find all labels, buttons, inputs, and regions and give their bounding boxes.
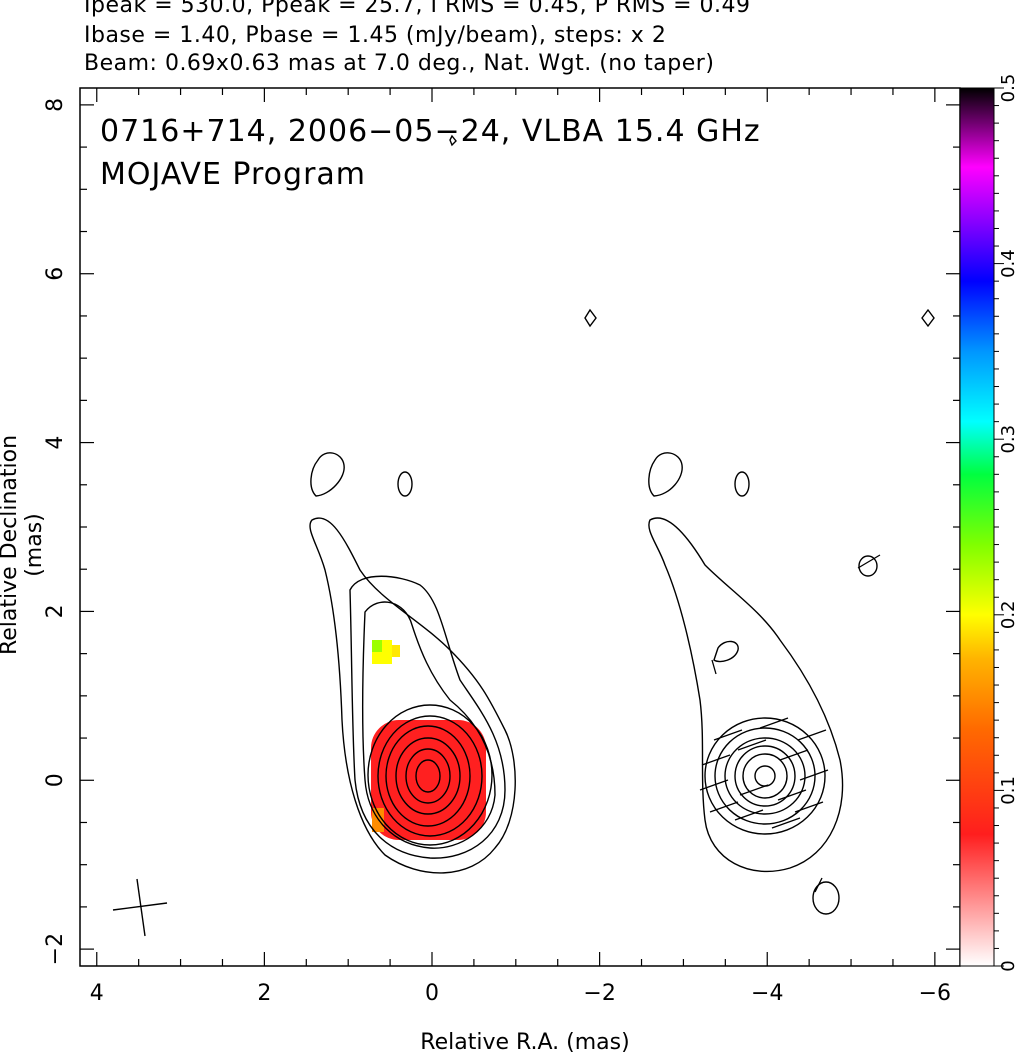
contour-7 [395, 737, 461, 815]
header-line-2: Ibase = 1.40, Pbase = 1.45 (mJy/beam), s… [84, 23, 667, 48]
x-tick-label: −6 [919, 981, 951, 1006]
x-axis-label: Relative R.A. (mas) [420, 1030, 630, 1055]
x-tick-label: −2 [583, 981, 615, 1006]
x-tick-label: 0 [425, 981, 439, 1006]
contour-outer-right [648, 517, 844, 873]
contour-blob-r7 [921, 308, 935, 328]
contour-6 [385, 725, 471, 827]
contour-4 [367, 704, 493, 846]
beam-cross [112, 878, 168, 937]
contour-r4 [724, 737, 806, 815]
y-tick-label: 0 [43, 773, 68, 787]
contour-r3 [714, 727, 816, 825]
colorbar-tick-label: 0.3 [998, 425, 1019, 454]
contour-r5 [734, 745, 796, 807]
evpa-vectors [699, 554, 881, 893]
contour-blob-r4 [858, 555, 878, 577]
core-polarization-pixels [371, 720, 486, 840]
jet-pixel-yellow-3 [392, 645, 400, 657]
y-axis-label: Relative Declination (mas) [0, 434, 47, 656]
contour-blob-r6 [584, 308, 597, 328]
contour-r2 [704, 717, 826, 835]
colorbar-tick-label: 0.2 [998, 600, 1019, 629]
contour-3 [362, 601, 496, 849]
y-axis-label-box: Relative Declination (mas) [0, 435, 47, 655]
contour-9 [415, 759, 441, 793]
contour-blob-r5 [812, 881, 840, 915]
left-panel-contours [309, 134, 516, 874]
jet-pixel-yellow-2 [372, 652, 392, 664]
contour-2 [349, 575, 506, 859]
y-tick-label: 4 [43, 436, 68, 450]
chart-title-line-2: MOJAVE Program [100, 157, 366, 192]
contour-blob-r1 [648, 452, 683, 497]
colorbar-tick-label: 0.5 [998, 74, 1019, 103]
contour-blob-1 [310, 452, 345, 497]
header-line-1: Ipeak = 530.0, Ppeak = 25.7, I RMS = 0.4… [84, 0, 751, 18]
contour-blob-r3 [713, 640, 739, 663]
contour-5 [377, 715, 483, 837]
x-tick-label: 4 [90, 981, 104, 1006]
y-tick-label: 8 [43, 98, 68, 112]
contour-8 [405, 748, 451, 804]
jet-pixel-yellow [382, 640, 392, 652]
right-panel-contours [584, 308, 935, 915]
contour-r7 [754, 765, 776, 787]
header-line-3: Beam: 0.69x0.63 mas at 7.0 deg., Nat. Wg… [84, 51, 715, 76]
contour-r6 [742, 753, 788, 799]
colorbar-tick-label: 0 [998, 960, 1019, 971]
colorbar-tick-label: 0.4 [998, 249, 1019, 278]
contour-outer [309, 517, 516, 874]
contour-blob-2 [397, 471, 413, 497]
colorbar-ticks [994, 87, 1004, 967]
axis-ticks [80, 88, 960, 966]
jet-pixel-green [372, 640, 382, 652]
contour-blob-3 [449, 134, 457, 147]
y-tick-label: −2 [43, 933, 68, 965]
chart-title-line-1: 0716+714, 2006−05−24, VLBA 15.4 GHz [100, 114, 761, 149]
plot-frame [79, 87, 961, 967]
colorbar [959, 87, 995, 967]
x-tick-label: −4 [751, 981, 783, 1006]
x-tick-label: 2 [257, 981, 271, 1006]
y-tick-label: 6 [43, 267, 68, 281]
colorbar-tick-label: 0.1 [998, 776, 1019, 805]
tick-labels: 4 2 0 −2 −4 −6 −2 0 2 4 6 8 0 0.1 0.2 0.3 0.4 0.5 [43, 74, 1019, 1006]
contour-blob-r2 [734, 471, 750, 497]
polarization-pixels [371, 640, 486, 840]
y-tick-label: 2 [43, 604, 68, 618]
